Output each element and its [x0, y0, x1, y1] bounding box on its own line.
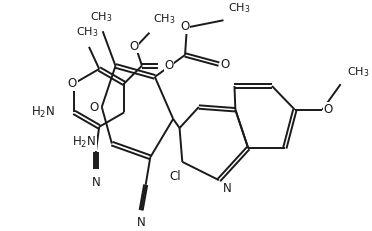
Text: O: O [323, 103, 333, 116]
Text: N: N [223, 182, 232, 195]
Text: O: O [164, 59, 174, 72]
Text: N: N [92, 176, 100, 188]
Text: CH$_3$: CH$_3$ [90, 10, 112, 24]
Text: N: N [137, 216, 145, 229]
Text: H$_2$N: H$_2$N [31, 105, 55, 120]
Text: CH$_3$: CH$_3$ [228, 1, 250, 15]
Text: CH$_3$: CH$_3$ [76, 26, 99, 39]
Text: O: O [129, 40, 139, 53]
Text: O: O [89, 100, 98, 113]
Text: O: O [180, 20, 190, 33]
Text: H$_2$N: H$_2$N [73, 135, 96, 150]
Text: Cl: Cl [170, 170, 181, 183]
Text: CH$_3$: CH$_3$ [153, 12, 175, 26]
Text: O: O [68, 77, 77, 90]
Text: O: O [221, 58, 230, 71]
Text: CH$_3$: CH$_3$ [347, 65, 369, 79]
